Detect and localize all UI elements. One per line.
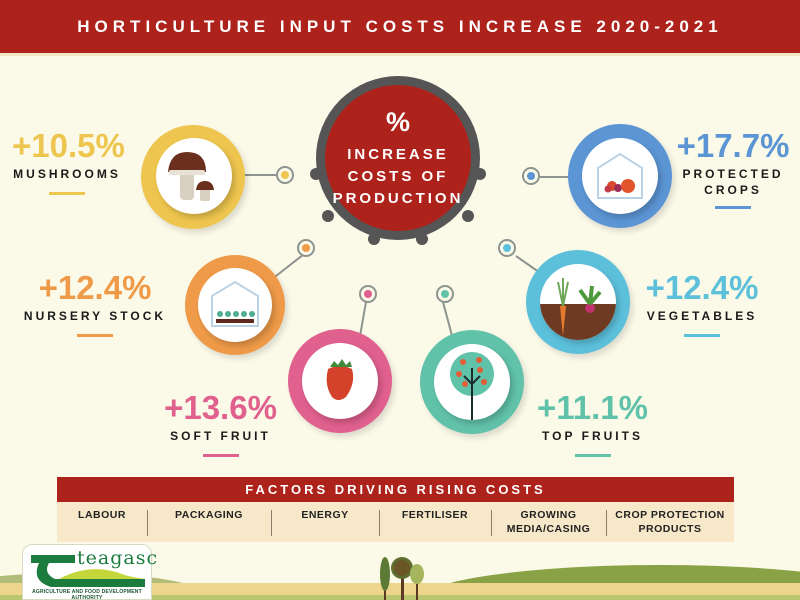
ring-knob [462,210,474,222]
ring-knob [368,233,380,245]
factors-list: LABOUR PACKAGING ENERGY FERTILISER GROWI… [57,502,734,542]
ring-knob [322,210,334,222]
page-title: HORTICULTURE INPUT COSTS INCREASE 2020-2… [77,16,723,36]
mushrooms-ring [141,125,245,229]
stat-nursery-stock: +12.4% NURSERY STOCK [20,270,170,337]
stat-value: +17.7% [676,127,790,164]
node-soft-fruit [359,285,377,303]
stat-label: PROTECTED [682,167,784,181]
landscape-grass [0,595,800,600]
accent-bar [77,334,113,337]
nursery-stock-ring [185,255,285,355]
greenhouse-seedlings-icon [211,280,259,327]
center-title-circle: % INCREASE COSTS OF PRODUCTION [325,85,471,231]
center-line-1: INCREASE [347,145,449,163]
factor-energy: ENERGY [271,502,379,542]
factors-title: FACTORS DRIVING RISING COSTS [57,477,734,502]
ring-knob [310,168,322,180]
connector-protected-crops [540,176,570,178]
logo-tagline: AGRICULTURE AND FOOD DEVELOPMENT AUTHORI… [32,589,142,600]
stat-value: +11.1% [536,389,649,426]
stat-protected-crops: +17.7% PROTECTED CROPS [673,128,793,209]
accent-bar [715,206,751,209]
landscape-field [0,583,800,595]
factor-growing-media: GROWING MEDIA/CASING [491,502,606,542]
ring-knob [474,168,486,180]
teagasc-logo: teagasc AGRICULTURE AND FOOD DEVELOPMENT… [22,544,157,600]
accent-bar [202,454,239,457]
factor-fertiliser: FERTILISER [379,502,491,542]
node-protected-crops [522,167,540,185]
node-nursery-stock [297,239,315,257]
center-line-2: COSTS OF [347,167,449,185]
stat-top-fruits: +11.1% TOP FRUITS [530,390,655,457]
node-top-fruits [436,285,454,303]
node-mushrooms [276,166,294,184]
stat-label: MUSHROOMS [13,167,121,181]
stat-mushrooms: +10.5% MUSHROOMS [12,127,125,195]
teagasc-emblem-icon [31,555,145,587]
factor-packaging: PACKAGING [147,502,271,542]
vegetables-ring [526,250,630,354]
carrot-radish-icon [540,278,616,340]
center-line-3: PRODUCTION [332,189,464,207]
accent-bar [574,454,611,457]
protected-crops-ring [568,124,672,228]
stat-value: +10.5% [12,127,125,164]
top-fruits-ring [420,330,524,434]
mushroom-icon [168,152,214,201]
greenhouse-produce-icon [597,152,643,199]
factor-labour: LABOUR [78,509,126,521]
strawberry-icon [326,359,354,400]
logo-wordmark: teagasc [77,547,159,569]
connector-mushrooms [232,174,276,176]
stat-label: TOP FRUITS [542,429,643,443]
fruit-tree-icon [450,352,494,420]
percent-symbol: % [385,106,410,137]
stat-label: SOFT FRUIT [170,429,271,443]
stat-value: +12.4% [38,269,152,306]
ring-knob [416,233,428,245]
stat-vegetables: +12.4% VEGETABLES [642,270,762,337]
trees-illustration [380,557,424,600]
node-vegetables [498,239,516,257]
stat-label: CROPS [704,183,762,197]
stat-soft-fruit: +13.6% SOFT FRUIT [158,390,283,457]
stat-label: VEGETABLES [646,309,758,323]
stat-value: +12.4% [645,269,759,306]
soft-fruit-ring [288,329,392,433]
stat-value: +13.6% [164,389,277,426]
stat-label: NURSERY STOCK [23,309,167,323]
accent-bar [684,334,720,337]
factor-crop-protection: CROP PROTECTION PRODUCTS [606,502,734,542]
header-banner: HORTICULTURE INPUT COSTS INCREASE 2020-2… [0,0,800,56]
accent-bar [49,192,85,195]
